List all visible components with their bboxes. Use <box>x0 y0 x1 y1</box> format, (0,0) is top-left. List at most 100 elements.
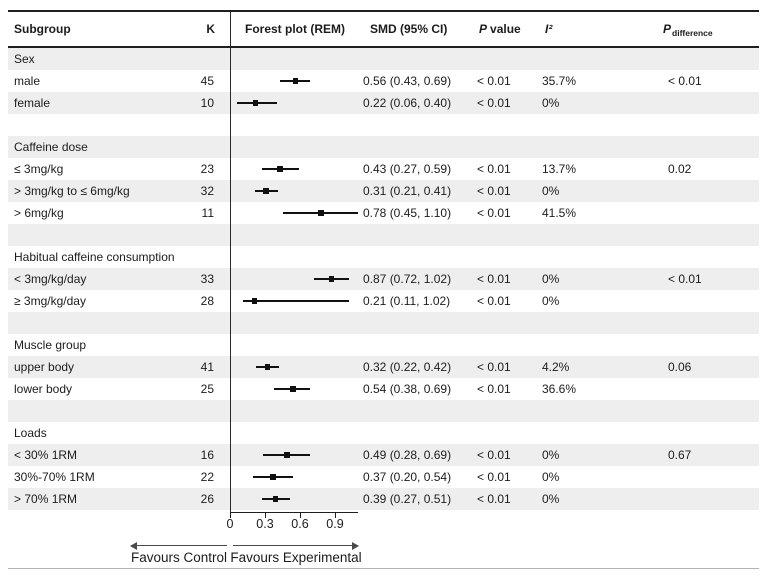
p-value: < 0.01 <box>477 206 511 220</box>
favours-experimental-arrow <box>233 541 359 550</box>
section-title: Caffeine dose <box>14 140 88 154</box>
smd-ci-value: 0.39 (0.27, 0.51) <box>363 492 452 506</box>
smd-ci-value: 0.56 (0.43, 0.69) <box>363 74 452 88</box>
p-difference-italic: P <box>663 22 672 36</box>
i-squared-value: 0% <box>542 96 560 110</box>
k-value: 23 <box>200 162 214 176</box>
p-value: < 0.01 <box>477 162 511 176</box>
table-row: male 45 0.56 (0.43, 0.69) < 0.01 35.7% < 0.01 <box>8 70 759 92</box>
table-header: Subgroup K Forest plot (REM) SMD (95% CI… <box>8 12 759 46</box>
axis-tick <box>299 512 301 518</box>
k-value: 16 <box>200 448 214 462</box>
k-value: 41 <box>200 360 214 374</box>
section-header-row: Habitual caffeine consumption <box>8 246 759 268</box>
subgroup-label: male <box>14 74 41 88</box>
i-squared-value: 0% <box>542 184 560 198</box>
axis-tick <box>264 512 266 518</box>
section-header-row: Sex <box>8 48 759 70</box>
section-title: Loads <box>14 426 47 440</box>
table-row: upper body 41 0.32 (0.22, 0.42) < 0.01 4.2% 0… <box>8 356 759 378</box>
axis-tick-label: 0.9 <box>326 517 344 531</box>
point-estimate-marker <box>272 496 279 502</box>
p-value: < 0.01 <box>477 470 511 484</box>
spacer-row <box>8 312 759 334</box>
subgroup-label: ≥ 3mg/kg/day <box>14 294 86 308</box>
subgroup-label: ≤ 3mg/kg <box>14 162 64 176</box>
p-value: < 0.01 <box>477 272 511 286</box>
table-row: > 3mg/kg to ≤ 6mg/kg 32 0.31 (0.21, 0.41) <… <box>8 180 759 202</box>
smd-ci-value: 0.54 (0.38, 0.69) <box>363 382 452 396</box>
section-title: Habitual caffeine consumption <box>14 250 175 264</box>
point-estimate-marker <box>277 166 283 172</box>
point-estimate-marker <box>270 474 276 480</box>
confidence-interval-line <box>242 300 349 302</box>
col-header-subgroup: Subgroup <box>14 22 71 36</box>
section-title: Sex <box>14 52 35 66</box>
spacer-row <box>8 114 759 136</box>
subgroup-label: < 3mg/kg/day <box>14 272 87 286</box>
i-squared-value: 36.6% <box>542 382 577 396</box>
point-estimate-marker <box>263 188 269 194</box>
axis-tick-label: 0.6 <box>291 517 309 531</box>
smd-ci-value: 0.31 (0.21, 0.41) <box>363 184 452 198</box>
p-value: < 0.01 <box>477 382 511 396</box>
smd-ci-value: 0.37 (0.20, 0.54) <box>363 470 452 484</box>
subgroup-label: > 6mg/kg <box>14 206 64 220</box>
p-value: < 0.01 <box>477 74 511 88</box>
p-difference-value: < 0.01 <box>668 272 702 286</box>
subgroup-label: female <box>14 96 51 110</box>
col-header-i-squared: I² <box>545 12 552 46</box>
table-row: ≤ 3mg/kg 23 0.43 (0.27, 0.59) < 0.01 13.7% 0.… <box>8 158 759 180</box>
section-title: Muscle group <box>14 338 87 352</box>
point-estimate-marker <box>252 100 259 106</box>
subgroup-label: upper body <box>14 360 75 374</box>
k-value: 11 <box>201 206 214 220</box>
spacer-row <box>8 224 759 246</box>
top-rule <box>8 10 759 12</box>
header-separator-rule <box>8 46 759 48</box>
favours-control-arrow <box>130 541 227 550</box>
smd-ci-value: 0.32 (0.22, 0.42) <box>363 360 452 374</box>
i-squared-value: 4.2% <box>542 360 570 374</box>
axis-tick <box>334 512 336 518</box>
section-header-row: Loads <box>8 422 759 444</box>
smd-ci-value: 0.43 (0.27, 0.59) <box>363 162 452 176</box>
k-value: 26 <box>200 492 214 506</box>
i-squared-value: 0% <box>542 448 560 462</box>
subgroup-label: > 70% 1RM <box>14 492 78 506</box>
point-estimate-marker <box>264 364 271 370</box>
k-value: 45 <box>200 74 214 88</box>
smd-ci-value: 0.78 (0.45, 1.10) <box>363 206 452 220</box>
section-header-row: Caffeine dose <box>8 136 759 158</box>
p-difference-subscript: difference <box>672 28 713 39</box>
i-squared-italic: I² <box>545 22 553 36</box>
table-body: Sex male 45 0.56 (0.43, 0.69) < 0.01 35.7% < 0… <box>0 48 767 510</box>
i-squared-value: 0% <box>542 470 560 484</box>
zero-line <box>230 12 231 512</box>
k-value: 10 <box>200 96 214 110</box>
table-row: > 70% 1RM 26 0.39 (0.27, 0.51) < 0.01 0% <box>8 488 759 510</box>
i-squared-value: 0% <box>542 272 560 286</box>
smd-ci-value: 0.21 (0.11, 1.02) <box>363 294 451 308</box>
col-header-k: K <box>206 22 215 36</box>
subgroup-label: > 3mg/kg to ≤ 6mg/kg <box>14 184 130 198</box>
col-header-smd-ci: SMD (95% CI) <box>370 22 448 36</box>
favours-control-label: Favours Control <box>130 550 228 565</box>
p-value: < 0.01 <box>477 492 511 506</box>
col-header-forest-plot: Forest plot (REM) <box>245 22 345 36</box>
table-row: ≥ 3mg/kg/day 28 0.21 (0.11, 1.02) < 0.01 0% <box>8 290 759 312</box>
right-arrowhead-icon <box>352 541 359 550</box>
k-value: 32 <box>200 184 214 198</box>
bottom-rule <box>8 568 759 569</box>
subgroup-label: < 30% 1RM <box>14 448 78 462</box>
p-value: < 0.01 <box>477 360 511 374</box>
smd-ci-value: 0.87 (0.72, 1.02) <box>363 272 452 286</box>
k-value: 28 <box>200 294 214 308</box>
k-value: 25 <box>200 382 214 396</box>
p-value-italic: P <box>479 22 488 36</box>
subgroup-label: lower body <box>14 382 73 396</box>
point-estimate-marker <box>318 210 324 216</box>
p-difference-value: 0.67 <box>668 448 692 462</box>
